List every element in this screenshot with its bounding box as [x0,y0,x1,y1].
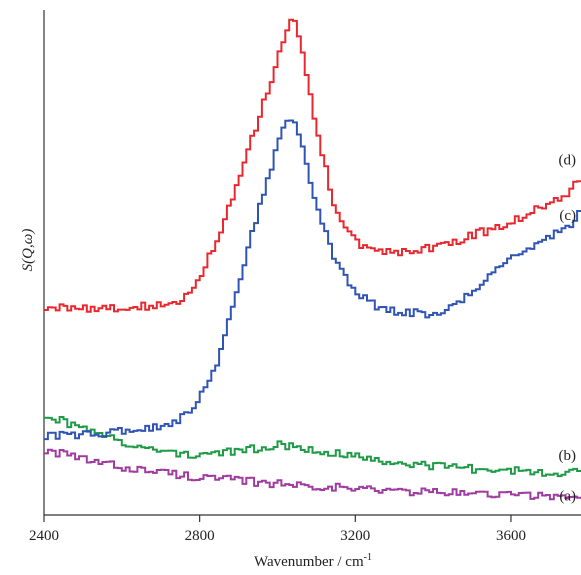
series-label-d: (d) [559,153,577,169]
series-line-d [44,18,581,313]
series-label-a: (a) [559,488,576,504]
x-axis-label: Wavenumber / cm-1 [254,552,372,570]
x-ticks: 2400 2800 3200 3600 [29,515,526,544]
y-axis-label: S(Q,ω) [20,229,36,272]
series-layer [44,18,581,501]
x-tick-label: 3600 [496,528,526,544]
x-tick-label: 3200 [340,528,370,544]
x-axis-label-text: Wavenumber / cm [254,554,364,570]
series-line-a [44,448,581,501]
series-label-c: (c) [559,208,576,224]
series-line-b [44,416,581,478]
series-labels: (a) (b) (c) (d) [559,153,577,505]
x-tick-label: 2400 [29,528,59,544]
x-tick-label: 2800 [185,528,215,544]
plot-area [43,10,581,516]
x-axis-label-sup: -1 [364,552,372,563]
series-label-b: (b) [559,448,577,464]
series-line-c [44,119,581,441]
